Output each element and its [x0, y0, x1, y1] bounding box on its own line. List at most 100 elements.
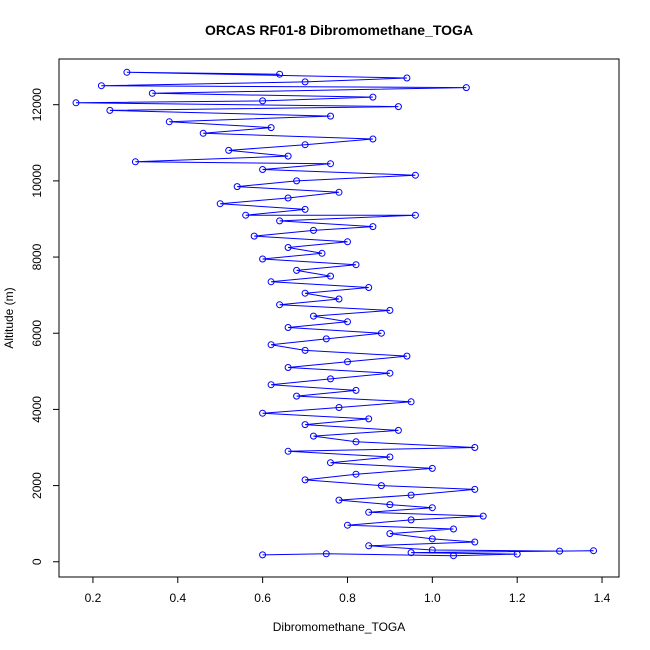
y-tick-label: 4000 [30, 396, 44, 423]
x-axis-label: Dibromomethane_TOGA [273, 620, 406, 634]
y-tick-label: 12000 [30, 88, 44, 122]
data-point [428, 464, 436, 472]
data-point [284, 364, 292, 371]
x-tick-label: 1.0 [424, 591, 441, 605]
data-point [411, 171, 419, 179]
series-line [75, 71, 594, 557]
data-point [276, 217, 284, 225]
y-axis: 0 2000 4000 6000 8000 10000 12000 [30, 88, 60, 565]
data-point [259, 166, 267, 173]
y-tick-label: 2000 [30, 472, 44, 499]
data-point [123, 68, 131, 76]
data-point [335, 496, 343, 504]
data-point [386, 453, 394, 461]
data-point [394, 103, 402, 111]
data-point [259, 97, 267, 105]
data-point [352, 261, 360, 269]
data-point [403, 352, 411, 360]
data-point [301, 421, 309, 429]
data-point [428, 535, 436, 543]
data-point [386, 530, 394, 538]
data-point [233, 183, 241, 191]
data-point [199, 129, 207, 137]
data-point [310, 312, 317, 320]
data-point [293, 177, 301, 185]
data-point [479, 512, 487, 520]
data-point [310, 226, 317, 234]
data-point [386, 306, 394, 314]
data-point [293, 266, 301, 274]
data-point [471, 538, 479, 546]
data-point [344, 521, 351, 529]
data-point [386, 501, 394, 509]
data-point [403, 74, 411, 82]
data-point [131, 158, 139, 166]
x-tick-label: 0.6 [254, 591, 271, 605]
x-axis: 0.2 0.4 0.6 0.8 1.0 1.2 1.4 [85, 576, 611, 605]
data-point [344, 238, 351, 246]
data-point [407, 549, 415, 557]
plot-frame [58, 58, 620, 578]
data-point [284, 447, 292, 455]
data-point [267, 124, 275, 132]
data-point [407, 516, 415, 524]
data-point [369, 135, 377, 143]
data-point [369, 223, 377, 231]
data-point [284, 324, 292, 331]
data-point [322, 550, 330, 558]
chart-title: ORCAS RF01-8 Dibromomethane_TOGA [205, 22, 473, 38]
data-point [407, 491, 415, 499]
data-point [301, 346, 309, 354]
data-point [407, 398, 415, 406]
data-point [259, 551, 267, 559]
data-point [365, 284, 373, 291]
x-tick-label: 1.2 [509, 591, 526, 605]
data-point [284, 244, 292, 251]
data-point [322, 335, 330, 343]
data-point [365, 542, 373, 550]
data-point [97, 82, 105, 90]
data-point [72, 99, 80, 107]
x-tick-label: 0.8 [339, 591, 356, 605]
x-tick-label: 0.2 [85, 591, 102, 605]
data-point [365, 415, 373, 423]
data-point [216, 200, 224, 208]
data-point [450, 552, 457, 560]
data-point [165, 118, 173, 126]
data-point [365, 508, 373, 516]
data-point [450, 525, 457, 533]
data-point [335, 188, 343, 196]
data-point [590, 547, 597, 555]
data-point [462, 84, 470, 92]
data-point [335, 295, 343, 303]
y-tick-label: 8000 [30, 243, 44, 270]
y-tick-label: 0 [30, 558, 44, 565]
data-point [259, 409, 267, 417]
data-point [267, 278, 275, 286]
data-point [327, 272, 334, 280]
y-tick-label: 6000 [30, 320, 44, 347]
data-point [301, 289, 309, 297]
x-tick-label: 0.4 [169, 591, 186, 605]
data-point [352, 386, 360, 394]
data-point [411, 211, 419, 219]
data-point [377, 329, 385, 337]
data-point [556, 547, 564, 555]
data-point [276, 70, 284, 78]
data-point [335, 404, 343, 411]
data-point [148, 89, 156, 97]
data-point [242, 211, 250, 219]
data-point [259, 255, 267, 263]
data-point [344, 318, 351, 326]
data-point [301, 141, 309, 149]
data-point [250, 232, 258, 240]
x-tick-label: 1.4 [594, 591, 611, 605]
data-point [301, 205, 309, 213]
y-tick-label: 10000 [30, 164, 44, 198]
data-point [471, 485, 479, 493]
data-point [344, 358, 351, 366]
data-point [394, 426, 402, 434]
data-point [318, 249, 326, 257]
data-point [267, 341, 275, 349]
data-point [327, 375, 334, 383]
